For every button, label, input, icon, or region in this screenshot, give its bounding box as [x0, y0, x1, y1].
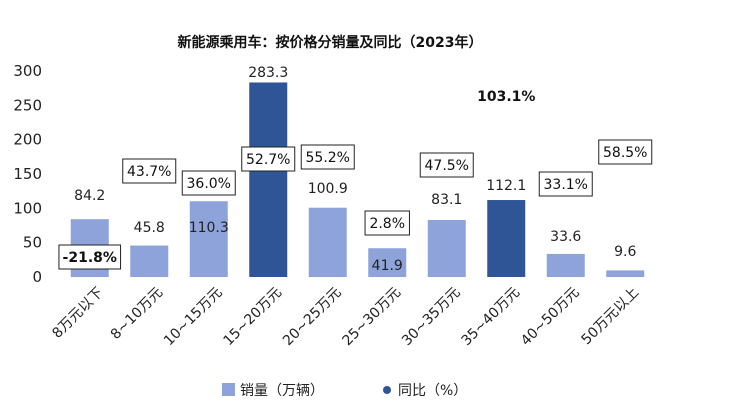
category-label: 30~35万元: [399, 285, 464, 350]
bar-value-label: 283.3: [248, 65, 288, 81]
yoy-label-box: [364, 210, 410, 236]
yoy-label: 33.1%: [544, 177, 588, 193]
yoy-label-box: [419, 152, 474, 178]
yoy-label: 36.0%: [187, 176, 231, 192]
bar: [546, 253, 585, 277]
bar: [249, 82, 288, 277]
yoy-label: 52.7%: [246, 152, 290, 168]
legend: 销量（万辆） 同比（%）: [222, 383, 467, 399]
category-label: 8万元以下: [49, 285, 106, 342]
bar-value-label: 110.3: [189, 220, 229, 236]
bar-value-label: 41.9: [372, 258, 403, 274]
yoy-label: 55.2%: [306, 150, 350, 166]
category-label: 10~15万元: [161, 285, 226, 350]
yoy-label: -21.8%: [63, 250, 117, 266]
yoy-label-box: [58, 244, 122, 270]
category-label: 25~30万元: [339, 285, 404, 350]
value-labels: 84.2 45.8 110.3 283.3 100.9 41.9 83.1 112.1 33.6…: [74, 65, 636, 274]
y-tick-label: 50: [23, 234, 42, 252]
legend-marker-yoy: [383, 386, 391, 394]
y-tick-label: 100: [13, 199, 42, 217]
yoy-label: 2.8%: [369, 216, 405, 232]
bar: [487, 200, 526, 277]
bar-value-label: 100.9: [308, 181, 348, 197]
yoy-label-box: [300, 144, 355, 170]
category-label: 8~10万元: [108, 285, 166, 343]
y-axis: 0 50 100 150 200 250 300: [13, 62, 42, 286]
y-tick-label: 150: [13, 165, 42, 183]
y-tick-label: 0: [32, 268, 42, 286]
bar: [368, 248, 407, 277]
y-tick-label: 200: [13, 131, 42, 149]
legend-swatch-sales: [222, 383, 235, 396]
yoy-label: 58.5%: [603, 145, 647, 161]
category-label: 15~20万元: [220, 285, 285, 350]
bar-value-label: 112.1: [486, 178, 526, 194]
legend-label-sales: 销量（万辆）: [240, 383, 324, 399]
bar-value-label: 84.2: [74, 188, 105, 204]
yoy-label-box: [598, 139, 653, 165]
category-label: 50万元以上: [579, 285, 643, 349]
y-tick-label: 250: [13, 96, 42, 114]
legend-label-yoy: 同比（%）: [398, 383, 467, 399]
bar: [308, 207, 347, 277]
category-label: 35~40万元: [458, 285, 523, 350]
bar-value-label: 45.8: [134, 220, 165, 236]
bar: [189, 201, 228, 277]
category-label: 20~25万元: [280, 285, 345, 350]
bar: [130, 245, 169, 277]
yoy-label: 103.1%: [477, 89, 535, 105]
yoy-label-box: [538, 171, 593, 197]
chart-title: 新能源乘用车：按价格分销量及同比（2023年）: [178, 34, 483, 51]
category-labels: 8万元以下 8~10万元10~15万元15~20万元20~25万元25~30万元3…: [49, 285, 642, 350]
yoy-label: 43.7%: [127, 164, 171, 180]
bar: [427, 219, 466, 277]
yoy-label-box: [122, 158, 177, 184]
bar: [606, 270, 645, 277]
bar-value-label: 9.6: [614, 244, 636, 260]
bar-value-label: 33.6: [550, 229, 581, 245]
yoy-label-box: [241, 146, 296, 172]
bars: [70, 82, 645, 277]
yoy-labels: -21.8% 43.7% 36.0% 52.7% 55.2% 2.8% 47.5% 103.1…: [58, 89, 653, 270]
yoy-label-box: [181, 170, 236, 196]
category-label: 40~50万元: [518, 285, 583, 350]
bar-value-label: 83.1: [431, 192, 462, 208]
yoy-label: 47.5%: [425, 158, 469, 174]
y-tick-label: 300: [13, 62, 42, 80]
